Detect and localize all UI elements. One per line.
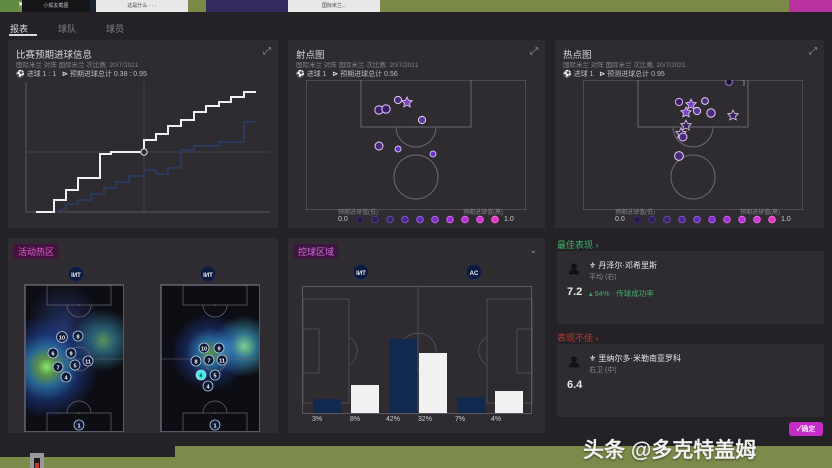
svg-text:IИТ: IИТ bbox=[71, 273, 81, 279]
svg-text:6: 6 bbox=[199, 373, 202, 379]
svg-text:8: 8 bbox=[76, 334, 79, 340]
svg-text:9: 9 bbox=[69, 351, 72, 357]
svg-text:6: 6 bbox=[51, 351, 54, 357]
svg-text:9: 9 bbox=[217, 346, 220, 352]
svg-text:1: 1 bbox=[213, 423, 216, 429]
svg-text:IИТ: IИТ bbox=[203, 273, 213, 279]
svg-text:10: 10 bbox=[59, 335, 65, 341]
svg-text:IИТ: IИТ bbox=[356, 271, 366, 277]
svg-text:7: 7 bbox=[56, 365, 59, 371]
svg-text:5: 5 bbox=[213, 373, 216, 379]
svg-text:AC: AC bbox=[470, 271, 479, 277]
svg-text:1: 1 bbox=[77, 423, 80, 429]
svg-text:5: 5 bbox=[73, 363, 76, 369]
svg-text:7: 7 bbox=[207, 358, 210, 364]
svg-text:10: 10 bbox=[201, 346, 207, 352]
svg-text:8: 8 bbox=[194, 359, 197, 365]
svg-text:11: 11 bbox=[219, 358, 225, 364]
svg-text:11: 11 bbox=[85, 359, 91, 365]
